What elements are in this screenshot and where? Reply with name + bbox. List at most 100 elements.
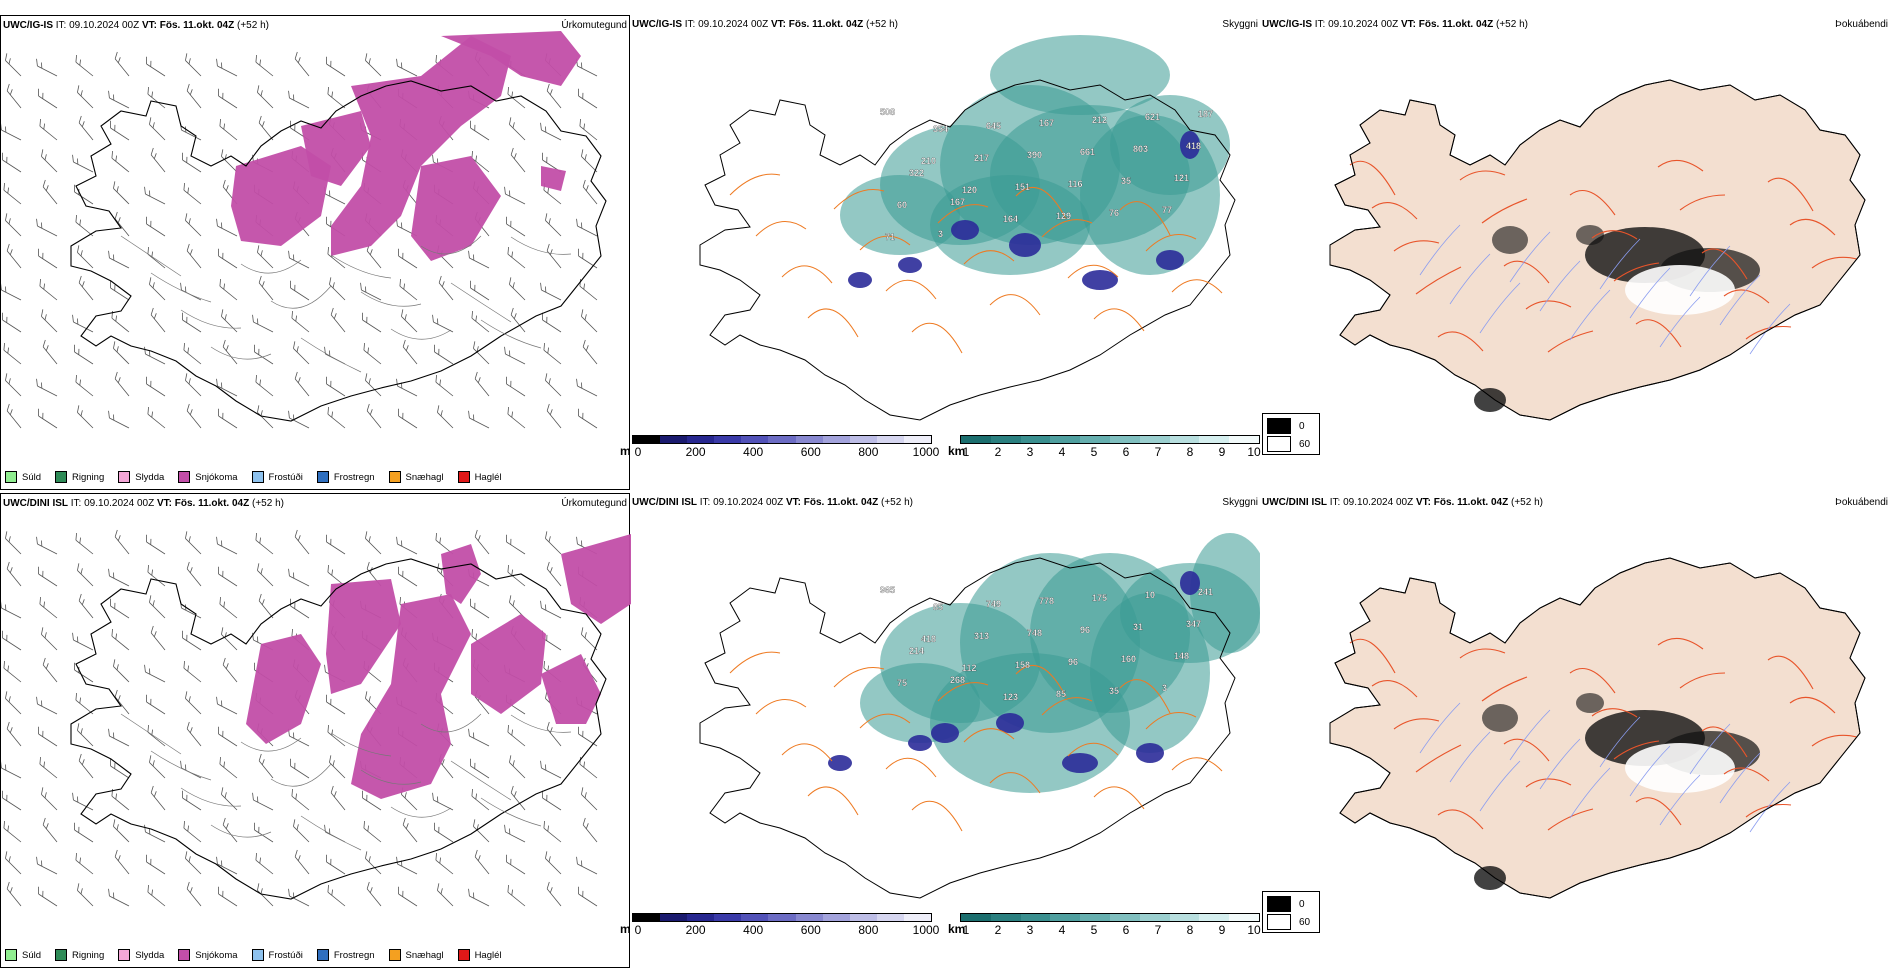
road — [833, 189, 885, 210]
legend-label: Frostregn — [333, 471, 375, 483]
wind-barb — [78, 275, 94, 301]
colorbar-cell — [1199, 436, 1230, 443]
colorbar-tick: 5 — [1090, 445, 1098, 459]
wind-barb — [110, 120, 130, 141]
cloud-base-label: 167 — [950, 197, 965, 207]
wind-barb — [186, 243, 202, 269]
wind-barb — [546, 881, 562, 907]
cloud-base-label: 645 — [986, 121, 1001, 131]
wind-barb — [5, 213, 22, 237]
fog-index-area — [1576, 693, 1604, 713]
coastline — [70, 558, 607, 900]
wind-barb — [365, 531, 382, 555]
precip-type-panel-row1: UWC/IG-IS IT: 09.10.2024 00Z VT: Fös. 11… — [0, 15, 630, 490]
legend-swatch — [55, 949, 68, 961]
road — [1547, 808, 1594, 831]
wind-barb — [432, 792, 454, 811]
fog-legend-row1: 0 60 — [1262, 413, 1320, 455]
cloud-base-label: 129 — [1056, 211, 1071, 221]
road — [1613, 262, 1660, 282]
colorbar-cell — [990, 436, 1021, 443]
colorbar-cell — [1109, 914, 1140, 921]
coastline — [1329, 79, 1866, 421]
cloud-base-label: 112 — [962, 663, 977, 673]
wind-barb — [1, 122, 22, 141]
wind-barb — [398, 886, 418, 907]
cloud-base-label: 116 — [1068, 179, 1083, 189]
wind-barb — [437, 883, 454, 907]
wind-barb — [576, 378, 598, 397]
cloud-base-label: 96 — [1068, 657, 1078, 667]
wind-barb — [5, 531, 22, 555]
colorbar-tick: 3 — [1026, 923, 1034, 937]
river — [1689, 245, 1731, 297]
road — [420, 713, 482, 733]
wind-barb — [38, 726, 58, 747]
wind-barb — [42, 817, 58, 843]
wind-barb — [114, 51, 130, 77]
colorbar-tick: 1 — [962, 445, 970, 459]
road — [480, 319, 542, 349]
colorbar-cell — [633, 914, 661, 921]
wind-barb — [540, 122, 562, 141]
road — [859, 235, 911, 251]
wind-barb — [219, 596, 238, 619]
wind-barb — [474, 529, 490, 555]
legend-item: Snjókoma — [178, 471, 238, 483]
colorbar-tick: 1 — [962, 923, 970, 937]
wind-barb — [110, 280, 130, 301]
cloud-base-label: 60 — [897, 200, 907, 210]
wind-barb — [38, 408, 58, 429]
wind-barb — [471, 150, 490, 173]
wind-barb — [504, 824, 526, 843]
wind-barb — [474, 849, 490, 875]
low-cloud-base — [1180, 571, 1200, 595]
road — [859, 713, 911, 729]
colorbar-cell — [822, 436, 850, 443]
legend-swatch — [457, 471, 470, 483]
colorbar-cell — [741, 436, 769, 443]
wind-barb — [396, 536, 418, 555]
legend-item: Súld — [5, 949, 41, 961]
wind-barb — [504, 186, 526, 205]
road — [885, 279, 937, 300]
wind-barb — [75, 692, 94, 715]
road — [937, 204, 989, 224]
low-cloud-base — [1062, 753, 1098, 773]
road — [1767, 177, 1814, 212]
wind-barb — [39, 118, 58, 141]
wind-barb — [147, 406, 166, 429]
wind-barb — [113, 341, 130, 365]
wind-barb — [294, 51, 310, 77]
panel-name: Úrkomutegund — [561, 498, 627, 509]
wind-barb — [578, 88, 598, 109]
colorbar-cell — [1080, 914, 1110, 921]
snow-area — [301, 111, 371, 186]
wind-barb — [150, 785, 166, 811]
road — [1015, 664, 1067, 698]
wind-barb — [149, 277, 166, 301]
wind-barb — [5, 53, 22, 77]
wind-barb — [77, 405, 94, 429]
wind-barb — [362, 790, 382, 811]
road — [1093, 308, 1145, 332]
legend-swatch — [178, 471, 191, 483]
wind-barb — [221, 787, 238, 811]
legend-item: Súld — [5, 471, 41, 483]
low-cloud-base — [828, 755, 852, 771]
wind-barb — [183, 820, 202, 843]
legend-swatch — [457, 949, 470, 961]
cloud-panel-row1: 508 354 645 167 212 621 187 210 217 390 661 803 418 3… — [630, 15, 1260, 490]
colorbar-tick: 6 — [1122, 445, 1130, 459]
wind-barb — [509, 117, 526, 141]
road — [150, 272, 212, 303]
fog-legend-item: 0 — [1267, 418, 1305, 434]
colorbar-cell — [768, 914, 796, 921]
cloud-base-label: 151 — [1015, 182, 1030, 192]
colorbar-cell — [795, 436, 823, 443]
road — [1171, 279, 1223, 294]
precip-layer — [1, 31, 607, 429]
road — [180, 787, 242, 807]
colorbar-cell — [961, 914, 991, 921]
wind-barb — [252, 792, 274, 811]
